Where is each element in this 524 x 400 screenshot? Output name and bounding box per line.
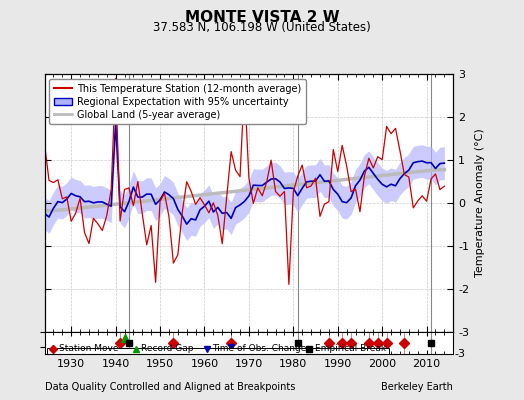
Legend: This Temperature Station (12-month average), Regional Expectation with 95% uncer: This Temperature Station (12-month avera… <box>49 79 305 124</box>
Text: Station Move: Station Move <box>59 344 119 353</box>
Text: Data Quality Controlled and Aligned at Breakpoints: Data Quality Controlled and Aligned at B… <box>45 382 295 392</box>
Text: MONTE VISTA 2 W: MONTE VISTA 2 W <box>184 10 340 25</box>
Y-axis label: Temperature Anomaly (°C): Temperature Anomaly (°C) <box>475 129 485 277</box>
Text: 37.583 N, 106.198 W (United States): 37.583 N, 106.198 W (United States) <box>153 21 371 34</box>
Text: Record Gap: Record Gap <box>141 344 194 353</box>
Text: Berkeley Earth: Berkeley Earth <box>381 382 453 392</box>
Text: -3: -3 <box>454 349 465 359</box>
Text: Empirical Break: Empirical Break <box>314 344 386 353</box>
FancyBboxPatch shape <box>47 348 389 354</box>
Text: Time of Obs. Change: Time of Obs. Change <box>212 344 307 353</box>
